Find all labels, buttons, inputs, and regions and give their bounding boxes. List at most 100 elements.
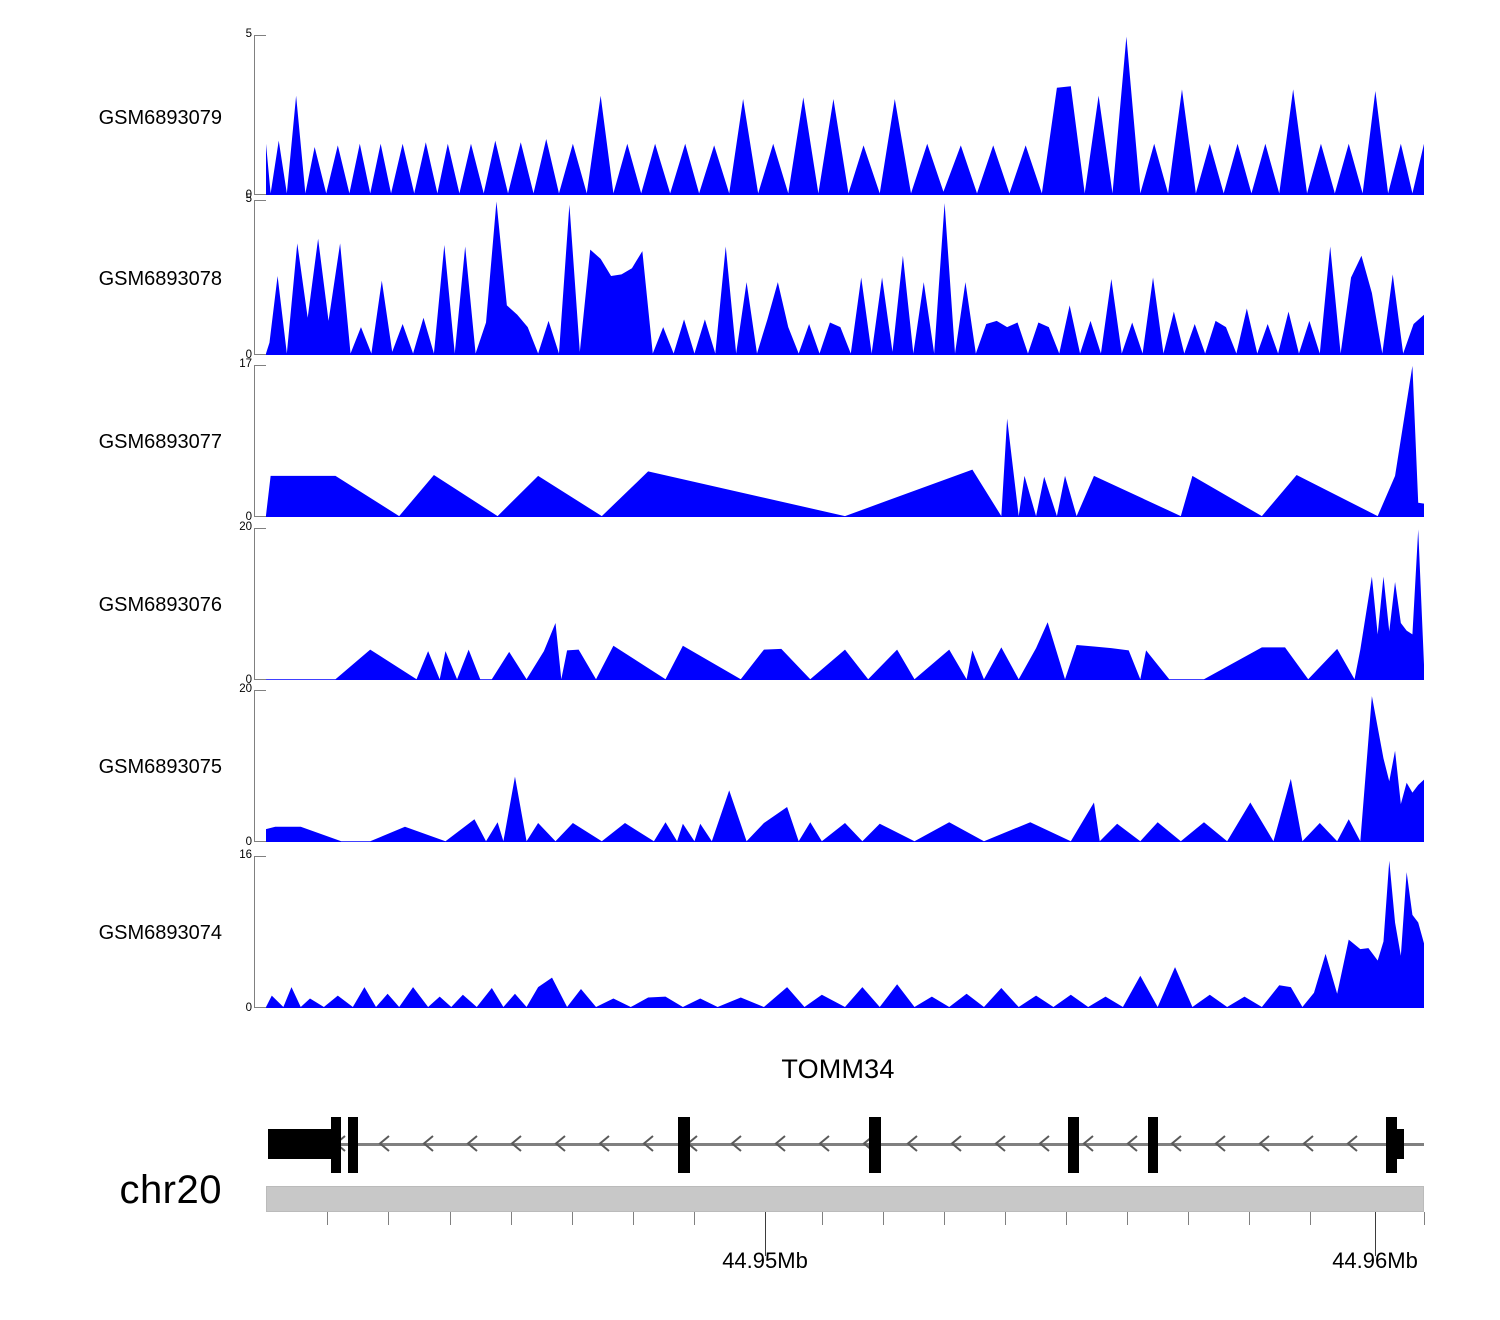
axis-minor-tick <box>633 1212 635 1225</box>
track-y-axis-3: 20 0 <box>239 521 266 685</box>
gene-name-label: TOMM34 <box>0 1054 1500 1085</box>
axis-minor-tick <box>694 1212 696 1225</box>
coverage-area-4 <box>266 690 1424 842</box>
track-label-GSM6893075: GSM6893075 <box>98 756 222 778</box>
y-axis-max-label: 5 <box>245 193 252 205</box>
track-y-axis-2: 17 0 <box>239 358 266 522</box>
gene-transcript-row[interactable] <box>0 1105 1500 1185</box>
y-axis-max-label: 20 <box>239 521 252 533</box>
coverage-track-2: GSM6893077 17 0 <box>0 358 1500 522</box>
axis-minor-tick <box>450 1212 452 1225</box>
strand-left-arrow-icon <box>1126 1135 1139 1152</box>
track-label-GSM6893074: GSM6893074 <box>98 922 222 944</box>
y-axis-min-label: 0 <box>245 673 252 686</box>
track-label-GSM6893076: GSM6893076 <box>98 594 222 616</box>
strand-left-arrow-icon <box>818 1135 831 1152</box>
exon-block[interactable] <box>1386 1117 1397 1173</box>
y-axis-min-label: 0 <box>245 510 252 523</box>
strand-left-arrow-icon <box>774 1135 787 1152</box>
chromosome-label: chr20 <box>119 1168 222 1212</box>
coverage-track-4: GSM6893075 20 0 <box>0 683 1500 847</box>
track-label-GSM6893079: GSM6893079 <box>98 107 222 129</box>
track-y-axis-1: 5 0 <box>246 193 266 360</box>
coverage-track-5: GSM6893074 16 0 <box>0 849 1500 1013</box>
strand-left-arrow-icon <box>554 1135 567 1152</box>
strand-left-arrow-icon <box>378 1135 391 1152</box>
axis-minor-tick <box>1066 1212 1068 1225</box>
y-axis-bracket <box>254 200 266 355</box>
exon-block[interactable] <box>331 1117 341 1173</box>
y-axis-max-label: 5 <box>245 28 252 40</box>
axis-minor-tick <box>883 1212 885 1225</box>
track-y-axis-0: 5 0 <box>246 28 266 200</box>
strand-left-arrow-icon <box>1346 1135 1359 1152</box>
track-y-axis-4: 20 0 <box>239 683 266 847</box>
strand-left-arrow-icon <box>1170 1135 1183 1152</box>
strand-left-arrow-icon <box>730 1135 743 1152</box>
intron-line <box>268 1143 1424 1146</box>
coverage-area-3 <box>266 528 1424 680</box>
exon-block[interactable] <box>348 1117 358 1173</box>
strand-left-arrow-icon <box>422 1135 435 1152</box>
axis-tick-label: 44.96Mb <box>1332 1248 1418 1273</box>
coverage-area-2 <box>266 365 1424 517</box>
coverage-area-0 <box>266 35 1424 195</box>
coverage-area-1 <box>266 200 1424 355</box>
axis-minor-tick <box>1127 1212 1129 1225</box>
strand-left-arrow-icon <box>1302 1135 1315 1152</box>
utr-block-left[interactable] <box>268 1129 332 1159</box>
strand-left-arrow-icon <box>1038 1135 1051 1152</box>
y-axis-min-label: 0 <box>245 1001 252 1014</box>
y-axis-min-label: 0 <box>245 188 252 201</box>
gene-name-text: TOMM34 <box>781 1054 895 1084</box>
y-axis-bracket <box>254 528 266 680</box>
axis-minor-tick <box>572 1212 574 1225</box>
y-axis-bracket <box>254 856 266 1008</box>
strand-left-arrow-icon <box>906 1135 919 1152</box>
genome-axis-bar[interactable] <box>266 1186 1424 1212</box>
axis-minor-tick <box>822 1212 824 1225</box>
strand-left-arrow-icon <box>466 1135 479 1152</box>
axis-minor-tick <box>1188 1212 1190 1225</box>
axis-minor-tick <box>1249 1212 1251 1225</box>
y-axis-min-label: 0 <box>245 348 252 361</box>
strand-left-arrow-icon <box>642 1135 655 1152</box>
y-axis-max-label: 17 <box>239 358 252 370</box>
genome-axis-panel: 44.95Mb 44.96Mb <box>0 1186 1500 1296</box>
axis-tick-label: 44.95Mb <box>722 1248 808 1273</box>
coverage-track-1: GSM6893078 5 0 <box>0 193 1500 360</box>
axis-minor-tick <box>1424 1212 1426 1225</box>
strand-left-arrow-icon <box>510 1135 523 1152</box>
y-axis-max-label: 20 <box>239 683 252 695</box>
utr-block-right[interactable] <box>1396 1129 1404 1159</box>
axis-minor-tick <box>1005 1212 1007 1225</box>
strand-left-arrow-icon <box>598 1135 611 1152</box>
axis-minor-tick <box>388 1212 390 1225</box>
strand-left-arrow-icon <box>1258 1135 1271 1152</box>
exon-block[interactable] <box>869 1117 881 1173</box>
track-label-GSM6893078: GSM6893078 <box>98 268 222 290</box>
exon-block[interactable] <box>1148 1117 1158 1173</box>
axis-minor-tick <box>511 1212 513 1225</box>
y-axis-bracket <box>254 35 266 195</box>
y-axis-bracket <box>254 365 266 517</box>
track-label-GSM6893077: GSM6893077 <box>98 431 222 453</box>
exon-block[interactable] <box>678 1117 690 1173</box>
y-axis-min-label: 0 <box>245 835 252 848</box>
coverage-track-3: GSM6893076 20 0 <box>0 521 1500 685</box>
strand-left-arrow-icon <box>994 1135 1007 1152</box>
axis-minor-tick <box>944 1212 946 1225</box>
axis-major-tick <box>1375 1212 1377 1256</box>
axis-major-tick <box>765 1212 767 1256</box>
axis-minor-tick <box>327 1212 329 1225</box>
axis-minor-tick <box>1310 1212 1312 1225</box>
gene-model-panel: TOMM34 <box>0 1050 1500 1200</box>
y-axis-bracket <box>254 690 266 842</box>
strand-left-arrow-icon <box>950 1135 963 1152</box>
coverage-track-0: GSM6893079 5 0 <box>0 28 1500 200</box>
strand-left-arrow-icon <box>1082 1135 1095 1152</box>
coverage-area-5 <box>266 856 1424 1008</box>
strand-left-arrow-icon <box>1214 1135 1227 1152</box>
track-y-axis-5: 16 0 <box>239 849 266 1013</box>
exon-block[interactable] <box>1068 1117 1079 1173</box>
